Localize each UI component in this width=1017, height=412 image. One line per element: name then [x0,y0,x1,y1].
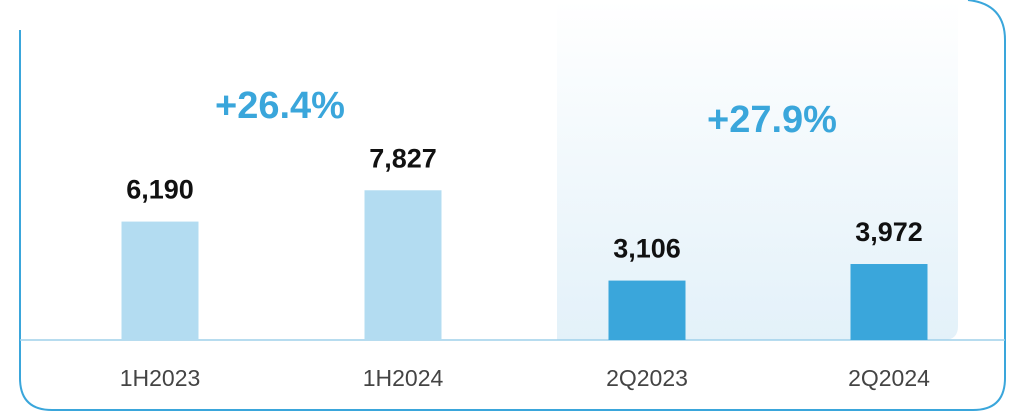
category-label: 2Q2024 [848,365,930,391]
value-label: 6,190 [126,175,194,205]
value-label: 3,106 [613,234,681,264]
category-label: 2Q2023 [606,365,688,391]
growth-annotation: +26.4% [215,85,345,127]
bar [364,190,442,340]
bar [121,221,199,340]
bar [608,280,686,340]
frame [19,0,1006,411]
highlight-panel [557,0,958,340]
growth-annotation: +27.9% [707,99,837,141]
bar [850,264,928,340]
category-label: 1H2023 [120,365,201,391]
category-label: 1H2024 [363,365,444,391]
value-label: 3,972 [855,217,923,247]
value-label: 7,827 [369,143,437,173]
